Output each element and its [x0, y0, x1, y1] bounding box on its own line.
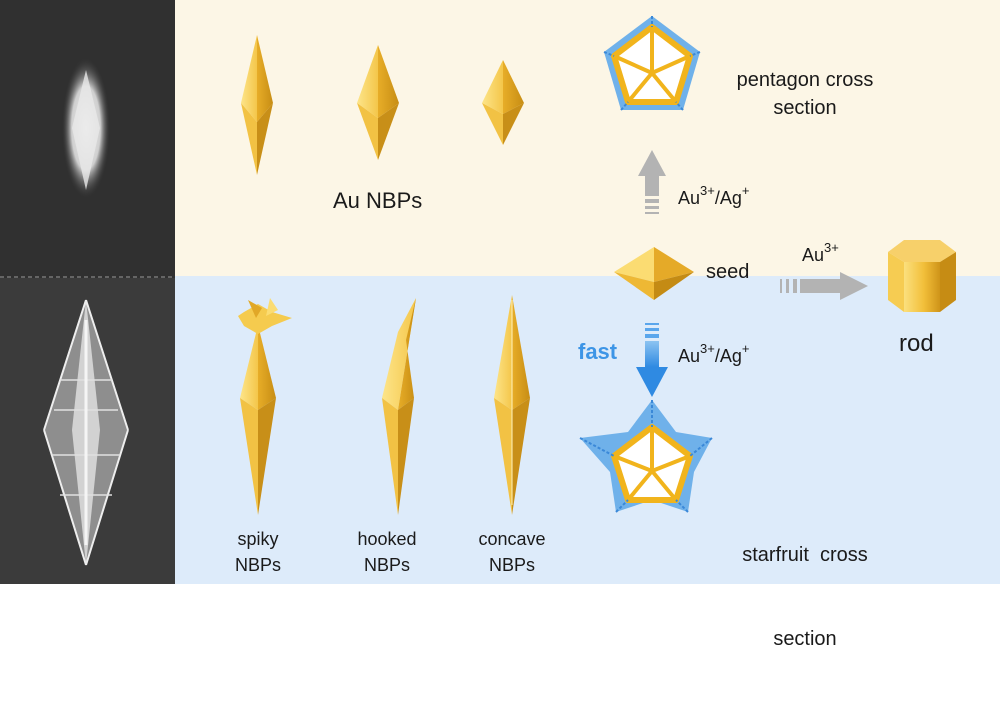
reagent-down-ag: /Ag	[714, 346, 742, 366]
starfruit-cross-section	[579, 400, 713, 513]
pentagon-cross-section	[603, 16, 701, 111]
rod-label: rod	[899, 330, 934, 357]
starfruit-label-line2: section	[773, 628, 837, 650]
arrow-right-grey	[780, 272, 868, 300]
gold-bipyramid	[357, 45, 399, 160]
hooked-nbp	[382, 298, 416, 515]
sem-image-concave-nbp	[0, 278, 175, 584]
concave-label-line1: concave	[478, 529, 546, 549]
pentagon-cross-section-label: pentagon cross section	[715, 66, 895, 122]
hooked-label-line2: NBPs	[363, 555, 410, 575]
concave-label-line2: NBPs	[488, 555, 535, 575]
reagent-up-au-charge: 3+	[700, 183, 715, 198]
concave-nbps-label: concave NBPs	[462, 526, 562, 578]
diagram-svg	[0, 0, 1000, 584]
bottom-band	[175, 276, 1000, 584]
pentagon-label-line2: section	[773, 97, 837, 119]
reagent-right-au: Au	[802, 245, 825, 265]
arrow-up-grey	[638, 150, 666, 214]
gold-rod	[888, 240, 956, 312]
gold-bipyramid	[482, 60, 524, 145]
reagent-up-label: Au3+/Ag+	[678, 183, 749, 209]
concave-nbp	[494, 295, 530, 515]
au-nbps-label: Au NBPs	[333, 188, 423, 213]
reagent-down-ag-charge: +	[741, 341, 750, 356]
reagent-down-au: Au	[678, 346, 701, 366]
spiky-nbps-label: spiky NBPs	[213, 526, 303, 578]
reagent-down-au-charge: 3+	[700, 341, 715, 356]
figure-canvas: Au NBPs pentagon cross section Au3+/Ag+ …	[0, 0, 1000, 650]
hooked-nbps-label: hooked NBPs	[342, 526, 432, 578]
top-band	[175, 0, 1000, 276]
pentagon-label-line1: pentagon cross	[736, 69, 874, 91]
reagent-up-ag-charge: +	[741, 183, 750, 198]
arrow-down-fast	[636, 323, 668, 397]
seed-label: seed	[706, 261, 750, 283]
starfruit-label-line1: starfruit cross	[742, 544, 868, 566]
reagent-down-label: Au3+/Ag+	[678, 341, 749, 367]
hooked-label-line1: hooked	[357, 529, 417, 549]
spiky-label-line2: NBPs	[234, 555, 281, 575]
seed-decahedron	[614, 247, 694, 300]
reagent-up-ag: /Ag	[714, 188, 742, 208]
reagent-up-au: Au	[678, 188, 701, 208]
spiky-label-line1: spiky	[237, 529, 279, 549]
gold-bipyramid	[241, 35, 273, 175]
reagent-right-charge: 3+	[824, 240, 839, 255]
reagent-right-label: Au3+	[802, 240, 839, 266]
fast-label: fast	[578, 339, 618, 364]
starfruit-cross-section-label: starfruit cross section	[710, 485, 900, 709]
spiky-nbp	[238, 298, 292, 515]
sem-image-nbp	[0, 0, 175, 278]
